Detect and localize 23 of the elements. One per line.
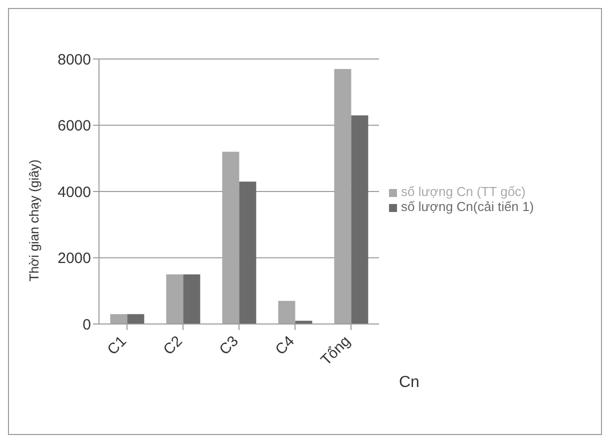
- bar: [295, 320, 312, 324]
- x-axis-title: Cn: [399, 374, 420, 392]
- bar: [110, 314, 128, 324]
- y-tick-label: 0: [82, 316, 91, 334]
- x-tick-label: C4: [272, 332, 298, 358]
- legend-label: số lượng Cn (TT gốc): [401, 184, 526, 199]
- bar: [351, 115, 368, 324]
- y-tick-label: 4000: [58, 184, 91, 201]
- bar: [127, 314, 144, 324]
- bar: [222, 152, 240, 324]
- bar: [239, 182, 256, 324]
- legend-label: số lượng Cn(cải tiến 1): [401, 199, 534, 214]
- y-tick-label: 2000: [58, 250, 91, 268]
- bar: [278, 300, 296, 324]
- x-tick-label: C1: [104, 332, 130, 358]
- y-tick-label: 6000: [58, 118, 91, 135]
- x-tick-label: C3: [216, 332, 242, 358]
- bar: [334, 68, 352, 324]
- y-tick-label: 8000: [58, 51, 91, 68]
- y-axis-title: Thời gian chạy (giây): [26, 160, 42, 282]
- x-tick-label: C2: [160, 332, 186, 358]
- bar: [166, 274, 184, 324]
- bar: [183, 274, 200, 324]
